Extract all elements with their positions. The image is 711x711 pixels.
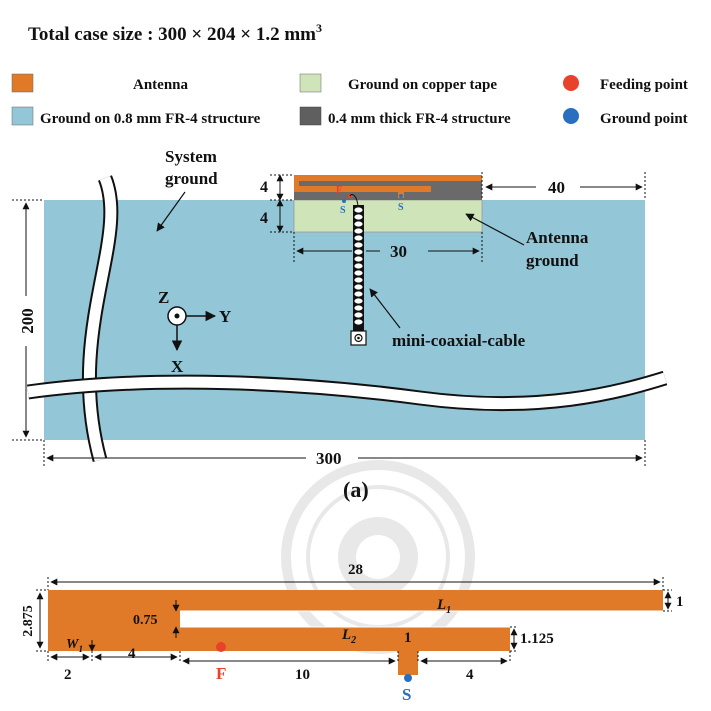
dim-width-30: 30 [390, 242, 407, 261]
dim-lower-arm-height: 1.125 [520, 631, 554, 647]
figure-title: Total case size : 300 × 204 × 1.2 mm3 [28, 21, 322, 45]
legend-ground-point-icon [563, 108, 579, 124]
axis-z-label: Z [158, 288, 169, 307]
top-view: F S S System ground Antenna ground mini-… [12, 147, 668, 502]
dim-stub-width: 1 [404, 630, 412, 646]
system-ground-pointer [156, 191, 186, 232]
top-ground-dot-2 [399, 194, 403, 198]
legend-label-antenna: Antenna [133, 77, 189, 93]
dim-left-4: 4 [128, 646, 136, 662]
top-ground-marker-1: S [340, 205, 346, 216]
top-ground-dot-1 [342, 199, 346, 203]
cable-label: mini-coaxial-cable [392, 331, 526, 350]
cable-segment [353, 227, 364, 235]
legend-label-ground-point: Ground point [600, 111, 688, 127]
dim-total-height: 2.875 [21, 605, 36, 637]
system-ground-label-2: ground [165, 169, 218, 188]
cable-segment [353, 290, 364, 298]
dim-upper-arm-height: 1 [676, 594, 684, 610]
antenna-ground-region [293, 199, 483, 233]
legend-swatch-antenna [11, 73, 34, 93]
antenna-short-end [294, 181, 299, 192]
cable-segment [353, 311, 364, 319]
watermark-seal [281, 460, 475, 654]
dim-width-40: 40 [548, 178, 565, 197]
dim-antenna-ground-height: 4 [260, 210, 268, 227]
legend-label-fr4-thin: 0.4 mm thick FR-4 structure [328, 111, 511, 127]
legend-swatch-fr4-ground [11, 106, 34, 126]
antenna-lower-arm [299, 186, 431, 192]
cable-segment [353, 255, 364, 263]
legend-label-feeding-point: Feeding point [600, 77, 688, 93]
axis-y-label: Y [219, 307, 231, 326]
cable-segment [353, 241, 364, 249]
detail-view: F S L1 L2 28 2.875 1 [21, 460, 684, 704]
cable-segment [353, 297, 364, 305]
legend: Antenna Ground on copper tape Feeding po… [11, 73, 688, 127]
cable-segment [353, 318, 364, 326]
detail-ground-label: S [402, 685, 411, 704]
antenna-detail-shape [48, 590, 663, 675]
top-ground-marker-2: S [398, 202, 404, 213]
cable-pointer [369, 288, 401, 329]
cable-segment [353, 234, 364, 242]
cable-segments [353, 206, 364, 326]
axis-x-label: X [171, 357, 184, 376]
antenna-ground-label-2: ground [526, 251, 579, 270]
antenna-ground-pointer [465, 213, 525, 246]
detail-feed-label: F [216, 664, 226, 683]
dim-length-300: 300 [316, 449, 342, 468]
legend-swatch-copper-tape [299, 73, 322, 93]
dim-height-200: 200 [18, 308, 37, 334]
legend-swatch-fr4-thin [299, 106, 322, 126]
label-l1: L1 [436, 597, 451, 616]
dim-gap: 0.75 [133, 613, 158, 628]
cable-segment [353, 276, 364, 284]
cable-pigtail [349, 193, 359, 207]
cable-segment [353, 262, 364, 270]
cable-segment [353, 269, 364, 277]
legend-label-copper-tape: Ground on copper tape [348, 77, 497, 93]
dim-left-2: 2 [64, 667, 72, 683]
detail-feed-point [216, 642, 226, 652]
cable-segment [353, 304, 364, 312]
cable-segment [353, 213, 364, 221]
cable-segment [353, 248, 364, 256]
cable-segment [353, 220, 364, 228]
dim-antenna-height: 4 [260, 179, 268, 196]
legend-label-fr4-ground: Ground on 0.8 mm FR-4 structure [40, 111, 261, 127]
cable-segment [353, 283, 364, 291]
antenna-upper-arm [294, 175, 482, 181]
legend-feeding-point-icon [563, 75, 579, 91]
caption-a: (a) [343, 477, 369, 502]
detail-ground-point [404, 674, 412, 682]
dim-right-4: 4 [466, 667, 474, 683]
label-l2: L2 [341, 627, 356, 646]
system-ground-label-1: System [165, 147, 217, 166]
dim-feed-10: 10 [295, 667, 310, 683]
top-feed-marker: F [336, 185, 342, 196]
cable-segment [353, 206, 364, 214]
antenna-ground-label-1: Antenna [526, 228, 589, 247]
label-w1: W1 [66, 637, 83, 654]
dim-total-length: 28 [348, 562, 363, 578]
